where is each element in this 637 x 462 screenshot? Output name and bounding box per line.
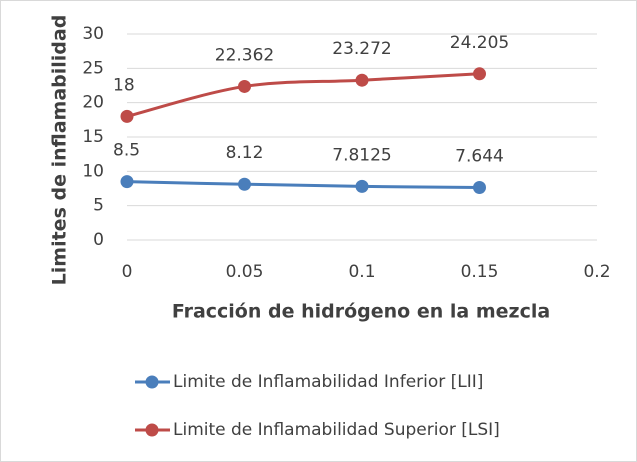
y-tick-label: 10 <box>82 161 104 181</box>
legend-label: Limite de Inflamabilidad Inferior [LII] <box>173 372 483 392</box>
data-point <box>473 181 486 195</box>
legend-swatch-marker <box>145 423 159 437</box>
y-tick-label: 30 <box>82 24 104 44</box>
series-line <box>126 72 480 118</box>
y-tick-label: 5 <box>93 196 104 216</box>
legend-label: Limite de Inflamabilidad Superior [LSI] <box>173 420 500 440</box>
data-label: 24.205 <box>450 33 509 53</box>
y-tick-label: 15 <box>82 127 104 147</box>
x-tick-label: 0.05 <box>226 262 264 282</box>
data-point <box>473 67 486 81</box>
data-label: 8.12 <box>226 143 264 163</box>
data-label: 22.362 <box>215 45 274 65</box>
data-label: 8.5 <box>113 141 140 161</box>
data-point <box>238 177 251 191</box>
data-point <box>120 175 134 189</box>
data-label: 7.8125 <box>332 145 391 165</box>
data-label: 18 <box>113 75 135 95</box>
x-tick-label: 0.1 <box>348 262 375 282</box>
x-axis-title: Fracción de hidrógeno en la mezcla <box>172 301 550 323</box>
data-label: 23.272 <box>332 39 391 59</box>
data-point <box>355 179 369 193</box>
data-label: 7.644 <box>455 147 504 167</box>
x-tick-label: 0.15 <box>461 262 499 282</box>
data-point <box>238 79 251 93</box>
y-axis-title: Limites de inflamabilidad <box>49 15 71 286</box>
y-tick-label: 0 <box>93 230 104 250</box>
series-line <box>126 180 480 190</box>
x-tick-label: 0.2 <box>583 262 610 282</box>
legend-swatch-marker <box>145 375 159 389</box>
data-point <box>120 109 134 123</box>
y-tick-label: 25 <box>82 58 104 78</box>
y-tick-label: 20 <box>82 93 104 113</box>
data-point <box>355 73 369 87</box>
x-tick-label: 0 <box>122 262 133 282</box>
